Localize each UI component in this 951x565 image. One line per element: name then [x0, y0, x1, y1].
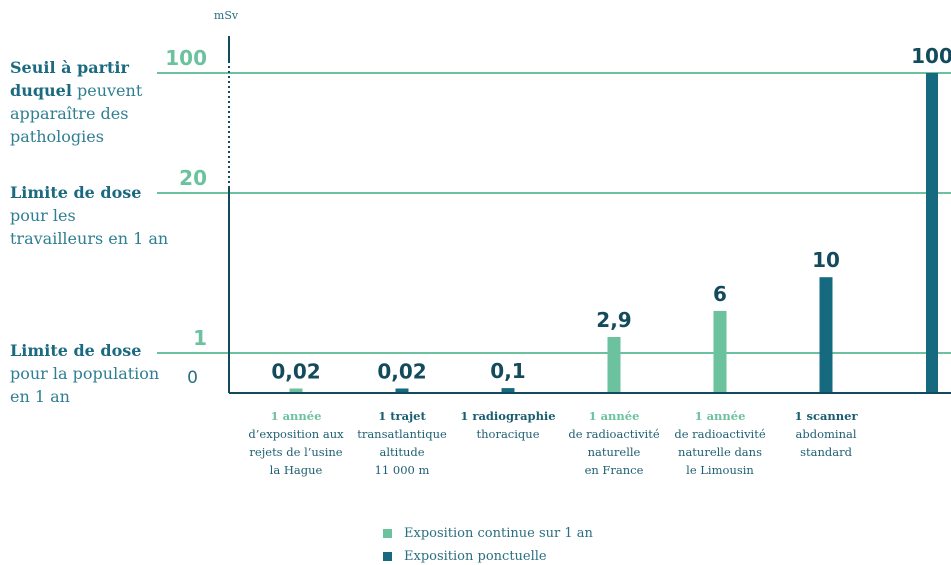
bar-1 [289, 388, 303, 392]
category-line: de radioactivité [568, 427, 660, 441]
category-line: d’exposition aux [248, 427, 344, 441]
bar-value-1: 0,02 [271, 360, 320, 384]
category-line: le Limousin [686, 463, 754, 477]
legend-punctual-label: Exposition ponctuelle [404, 549, 547, 564]
category-line: 11 000 m [374, 463, 430, 477]
category-line: abdominal [795, 427, 857, 441]
threshold-20-description: Limite de dose pour les travailleurs en … [10, 183, 169, 248]
category-line: la Hague [269, 463, 323, 477]
legend-punctual-swatch [383, 552, 392, 561]
bar-7 [926, 73, 938, 392]
bar-4 [607, 337, 621, 392]
category-head: 1 année [588, 409, 640, 423]
bar-5 [713, 310, 727, 392]
legend-continuous-swatch [383, 529, 392, 538]
category-line: naturelle [587, 445, 641, 459]
category-line: rejets de l’usine [249, 445, 343, 459]
category-line: de radioactivité [674, 427, 766, 441]
category-line: altitude [379, 445, 425, 459]
bar-value-7: 100 [911, 44, 951, 68]
threshold-value-100: 100 [165, 46, 207, 70]
category-line: standard [800, 445, 852, 459]
category-head: 1 année [694, 409, 746, 423]
legend-continuous: Exposition continue sur 1 an [383, 526, 593, 541]
category-head: 1 radiographie [460, 409, 556, 423]
y-axis-unit: mSv [214, 9, 239, 22]
category-label-1: 1 année d’exposition aux rejets de l’usine… [241, 407, 351, 479]
category-line: en France [584, 463, 644, 477]
bar-value-2: 0,02 [377, 360, 426, 384]
bar-value-5: 6 [713, 282, 727, 306]
bar-2 [395, 388, 409, 392]
category-head: 1 trajet [378, 409, 426, 423]
bar-6 [819, 277, 833, 392]
category-label-5: 1 année de radioactivité naturelle dans le … [665, 407, 775, 479]
legend-punctual: Exposition ponctuelle [383, 549, 547, 564]
category-line: naturelle dans [678, 445, 762, 459]
category-label-4: 1 année de radioactivité naturelle en Franc… [559, 407, 669, 479]
bar-value-6: 10 [812, 248, 840, 272]
category-head: 1 scanner [794, 409, 858, 423]
threshold-value-1: 1 [193, 326, 207, 350]
category-head: 1 année [270, 409, 322, 423]
threshold-value-20: 20 [179, 166, 207, 190]
legend-continuous-label: Exposition continue sur 1 an [404, 526, 593, 541]
threshold-100-description: Seuil à partir duquel peuvent apparaître… [10, 58, 143, 146]
bar-value-4: 2,9 [596, 308, 631, 332]
bar-value-3: 0,1 [490, 359, 525, 383]
y-zero-label: 0 [187, 368, 198, 388]
category-label-2: 1 trajet transatlantique altitude 11 000 m [347, 407, 457, 479]
category-line: transatlantique [357, 427, 447, 441]
bar-3 [501, 388, 515, 392]
category-line: thoracique [476, 427, 540, 441]
category-label-6: 1 scanner abdominal standard [771, 407, 881, 461]
threshold-1-description: Limite de dose pour la population en 1 a… [10, 341, 160, 406]
category-label-3: 1 radiographie thoracique [453, 407, 563, 443]
